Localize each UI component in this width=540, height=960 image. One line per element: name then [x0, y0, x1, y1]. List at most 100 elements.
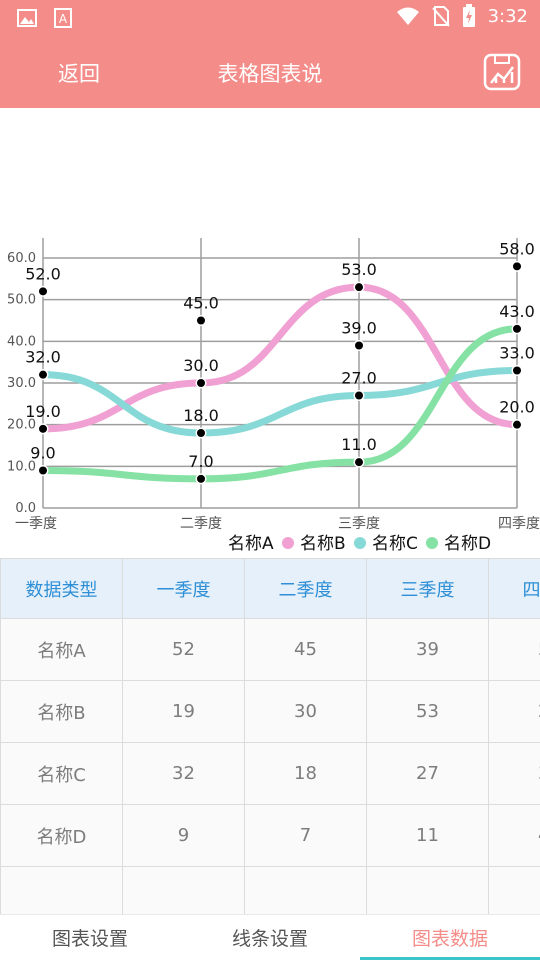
data-label: 53.0	[341, 260, 377, 279]
svg-text:A: A	[59, 12, 68, 26]
x-tick-label: 二季度	[180, 516, 222, 532]
table-header-row: 数据类型 一季度 二季度 三季度 四季度	[0, 558, 540, 619]
table-cell-empty[interactable]	[366, 866, 489, 914]
gallery-icon	[17, 9, 37, 27]
back-button[interactable]: 返回	[58, 58, 100, 88]
table-cell[interactable]: 9	[122, 804, 245, 867]
table-row-empty	[0, 866, 540, 914]
data-label: 52.0	[25, 264, 61, 283]
table-cell[interactable]: 名称C	[0, 742, 123, 805]
no-sim-icon	[431, 6, 450, 27]
wifi-icon	[396, 7, 419, 25]
x-tick-label: 四季度	[498, 516, 540, 532]
y-tick-label: 50.0	[7, 293, 36, 308]
data-label: 33.0	[499, 344, 535, 363]
y-tick-label: 40.0	[7, 334, 36, 349]
data-point	[513, 262, 521, 271]
legend-label: 名称C	[372, 534, 418, 554]
chart-area: 0.0 10.0 20.0 30.0 40.0 50.0 60.0 一季度 二季度 三季度 四季度 5…	[0, 108, 540, 558]
legend-label: 名称D	[444, 534, 491, 554]
series-line-2	[39, 367, 521, 437]
table-cell[interactable]: 27	[366, 742, 489, 805]
series-line-1	[39, 283, 521, 433]
table-row: 名称D 9 7 11 43	[0, 804, 540, 867]
data-point	[513, 324, 521, 333]
data-label: 30.0	[183, 356, 219, 375]
table-cell-empty[interactable]	[488, 866, 540, 914]
data-point	[39, 370, 47, 379]
table-cell[interactable]: 33	[488, 742, 540, 805]
legend-marker	[426, 537, 438, 549]
table-header-cell[interactable]: 二季度	[244, 558, 367, 619]
data-label: 11.0	[341, 435, 377, 454]
data-table-container[interactable]: 数据类型 一季度 二季度 三季度 四季度 名称A 52 45 39 58 名称B…	[0, 558, 540, 914]
page-title: 表格图表说	[217, 62, 323, 86]
table-header-cell[interactable]: 四季度	[488, 558, 540, 619]
data-label: 39.0	[341, 319, 377, 338]
data-point	[513, 366, 521, 375]
data-point	[39, 466, 47, 475]
bottom-nav: 图表设置 线条设置 图表数据	[0, 914, 540, 960]
table-cell[interactable]: 7	[244, 804, 367, 867]
app-bar: 返回 表格图表说	[0, 36, 540, 108]
data-label: 45.0	[183, 294, 219, 313]
legend-label: 名称A	[228, 534, 274, 554]
data-point	[197, 316, 205, 325]
table-cell[interactable]: 52	[122, 618, 245, 681]
status-bar: A 3:32	[0, 0, 540, 36]
table-cell[interactable]: 45	[244, 618, 367, 681]
table-row: 名称A 52 45 39 58	[0, 618, 540, 681]
tab-chart-settings[interactable]: 图表设置	[51, 928, 128, 950]
table-cell[interactable]: 53	[366, 680, 489, 743]
x-tick-label: 三季度	[338, 516, 380, 532]
data-label: 20.0	[499, 398, 535, 417]
table-cell-empty[interactable]	[244, 866, 367, 914]
data-label: 18.0	[183, 406, 219, 425]
table-cell-empty[interactable]	[0, 866, 123, 914]
table-cell[interactable]: 名称A	[0, 618, 123, 681]
data-label: 58.0	[499, 239, 535, 258]
data-label: 32.0	[25, 348, 61, 367]
data-point	[355, 283, 363, 292]
data-label: 19.0	[25, 402, 61, 421]
data-table: 数据类型 一季度 二季度 三季度 四季度 名称A 52 45 39 58 名称B…	[0, 558, 540, 914]
data-point	[355, 458, 363, 467]
app-notification-icon: A	[54, 8, 72, 28]
series-line-3	[39, 325, 521, 483]
table-cell[interactable]: 19	[122, 680, 245, 743]
data-point	[39, 424, 47, 433]
table-cell[interactable]: 43	[488, 804, 540, 867]
table-row: 名称C 32 18 27 33	[0, 742, 540, 805]
y-tick-label: 20.0	[7, 418, 36, 433]
battery-charging-icon	[462, 4, 475, 27]
legend-marker	[282, 537, 294, 549]
data-point	[513, 420, 521, 429]
y-tick-label: 0.0	[15, 501, 36, 516]
table-cell[interactable]: 名称D	[0, 804, 123, 867]
line-chart: 0.0 10.0 20.0 30.0 40.0 50.0 60.0 一季度 二季度 三季度 四季度 5…	[7, 238, 540, 554]
data-point	[197, 429, 205, 437]
tab-line-settings[interactable]: 线条设置	[231, 928, 308, 950]
table-cell[interactable]: 58	[488, 618, 540, 681]
table-cell-empty[interactable]	[122, 866, 245, 914]
table-cell[interactable]: 11	[366, 804, 489, 867]
data-label: 9.0	[30, 444, 55, 463]
table-cell[interactable]: 32	[122, 742, 245, 805]
table-header-cell[interactable]: 一季度	[122, 558, 245, 619]
table-cell[interactable]: 30	[244, 680, 367, 743]
legend-label: 名称B	[300, 534, 346, 554]
table-header-cell[interactable]: 三季度	[366, 558, 489, 619]
legend-marker	[354, 537, 366, 549]
table-cell[interactable]: 18	[244, 742, 367, 805]
tab-chart-data[interactable]: 图表数据	[360, 915, 540, 960]
table-cell[interactable]: 名称B	[0, 680, 123, 743]
data-point	[355, 341, 363, 350]
data-label: 43.0	[499, 302, 535, 321]
table-cell[interactable]: 20	[488, 680, 540, 743]
data-point	[355, 391, 363, 400]
table-cell[interactable]: 39	[366, 618, 489, 681]
save-chart-button[interactable]	[482, 52, 522, 92]
y-tick-label: 60.0	[7, 251, 36, 266]
table-header-cell[interactable]: 数据类型	[0, 558, 123, 619]
y-tick-label: 10.0	[7, 459, 36, 474]
